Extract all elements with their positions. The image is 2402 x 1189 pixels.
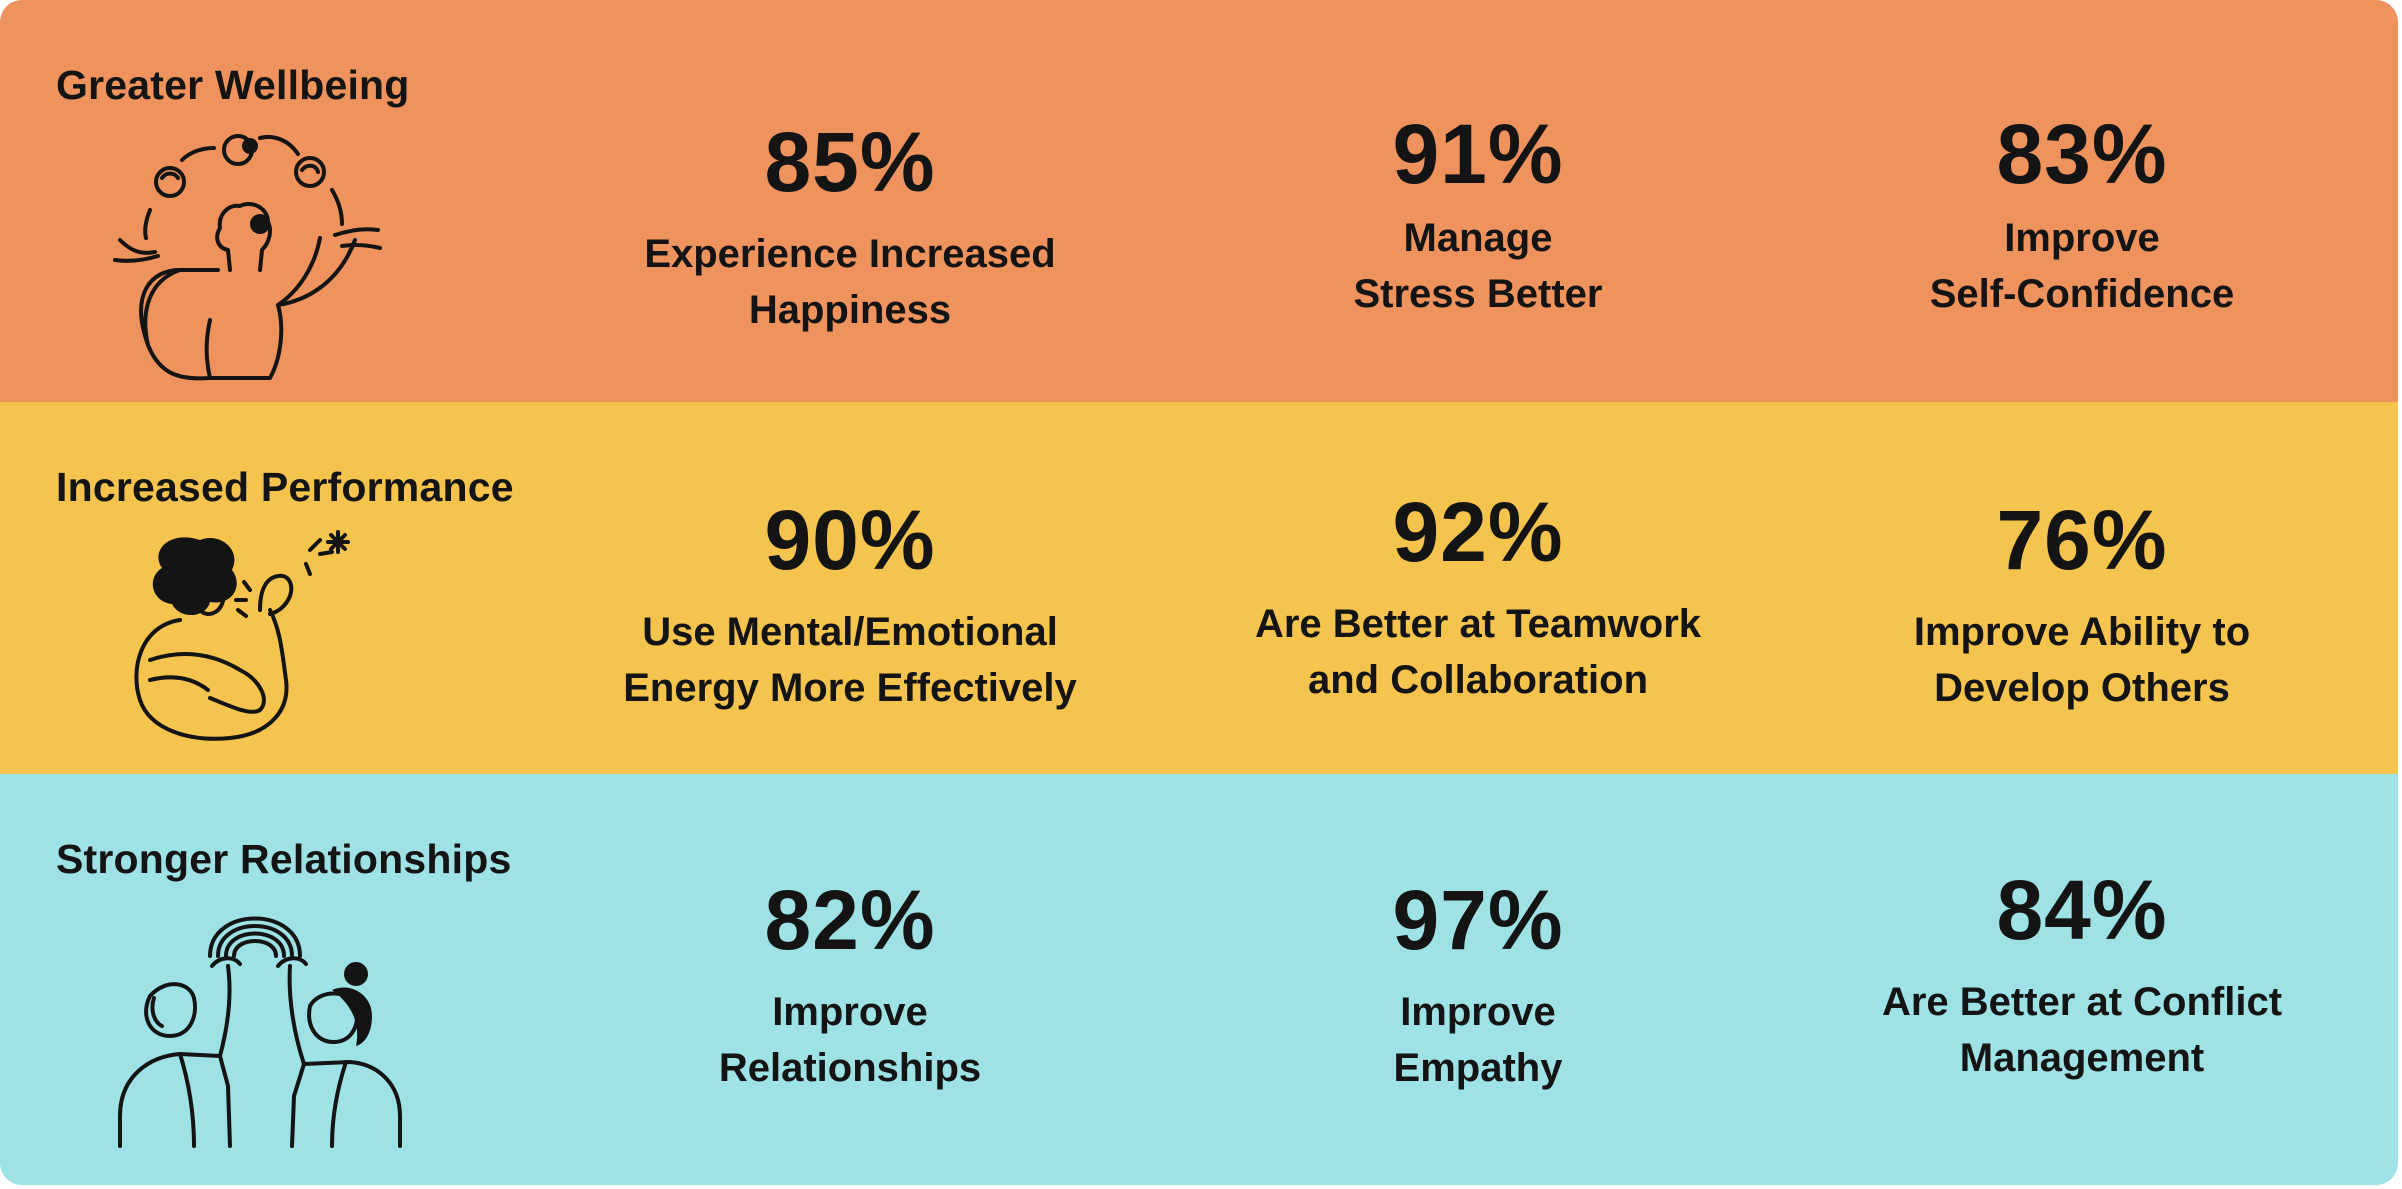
stat-label-line: Use Mental/Emotional: [642, 610, 1058, 654]
stat-label: Improve Ability to Develop Others: [1802, 604, 2362, 716]
stat-value: 82%: [764, 873, 936, 967]
stat-conflict-management: 84% Are Better at Conflict Management: [1802, 868, 2362, 1086]
stat-label-line: Are Better at Conflict: [1881, 980, 2283, 1024]
stat-label: Use Mental/Emotional Energy More Effecti…: [570, 604, 1130, 716]
stat-label: Improve Relationships: [570, 984, 1130, 1096]
stat-label: Improve Self-Confidence: [1802, 210, 2362, 322]
stat-label-line: Stress Better: [1353, 272, 1603, 316]
row-title: Stronger Relationships: [56, 836, 512, 882]
self-hug-person-icon: [134, 530, 350, 741]
stat-label-line: Self-Confidence: [1929, 272, 2235, 316]
stat-value: 90%: [764, 493, 936, 587]
stat-value: 76%: [1996, 493, 2168, 587]
row-increased-performance: Increased Performance 90% Use Mental/Emo…: [0, 402, 2398, 774]
stat-stress: 91% Manage Stress Better: [1198, 112, 1758, 322]
stat-value: 85%: [764, 115, 936, 209]
stat-relationships: 82% Improve Relationships: [570, 878, 1130, 1096]
stat-label: Improve Empathy: [1198, 984, 1758, 1096]
stat-label-line: Manage: [1403, 216, 1553, 260]
stat-label-line: Are Better at Teamwork: [1254, 602, 1702, 646]
row-title: Increased Performance: [56, 464, 514, 510]
stat-label: Are Better at Conflict Management: [1802, 974, 2362, 1086]
stat-label: Manage Stress Better: [1198, 210, 1758, 322]
two-people-rainbow-icon: [118, 916, 402, 1148]
row-title: Greater Wellbeing: [56, 62, 410, 108]
stat-label-line: Improve: [2004, 216, 2160, 260]
juggling-person-icon: [113, 134, 382, 381]
stat-empathy: 97% Improve Empathy: [1198, 878, 1758, 1096]
stat-label-line: Relationships: [718, 1046, 982, 1090]
stat-label-line: Happiness: [748, 288, 952, 332]
stat-mental-energy: 90% Use Mental/Emotional Energy More Eff…: [570, 498, 1130, 716]
stat-label-line: Experience Increased: [644, 232, 1056, 276]
row-greater-wellbeing: Greater Wellbeing: [0, 0, 2398, 402]
stat-label-line: Empathy: [1393, 1046, 1563, 1090]
stat-label: Experience Increased Happiness: [570, 226, 1130, 338]
stat-label: Are Better at Teamwork and Collaboration: [1198, 596, 1758, 708]
stat-label-line: Improve: [1400, 990, 1556, 1034]
stat-label-line: Management: [1959, 1036, 2205, 1080]
stat-value: 91%: [1392, 107, 1564, 201]
stat-happiness: 85% Experience Increased Happiness: [570, 120, 1130, 338]
stat-label-line: Develop Others: [1934, 666, 2230, 710]
stat-self-confidence: 83% Improve Self-Confidence: [1802, 112, 2362, 322]
stat-label-line: Improve: [772, 990, 928, 1034]
stat-develop-others: 76% Improve Ability to Develop Others: [1802, 498, 2362, 716]
stat-label-line: and Collaboration: [1308, 658, 1648, 702]
stat-teamwork: 92% Are Better at Teamwork and Collabora…: [1198, 490, 1758, 708]
row-stronger-relationships: Stronger Relationships 82%: [0, 774, 2398, 1185]
stat-label-line: Improve Ability to: [1913, 610, 2251, 654]
stat-value: 83%: [1996, 107, 2168, 201]
stat-label-line: Energy More Effectively: [623, 666, 1077, 710]
stat-value: 92%: [1392, 485, 1564, 579]
stat-value: 84%: [1996, 863, 2168, 957]
stat-value: 97%: [1392, 873, 1564, 967]
